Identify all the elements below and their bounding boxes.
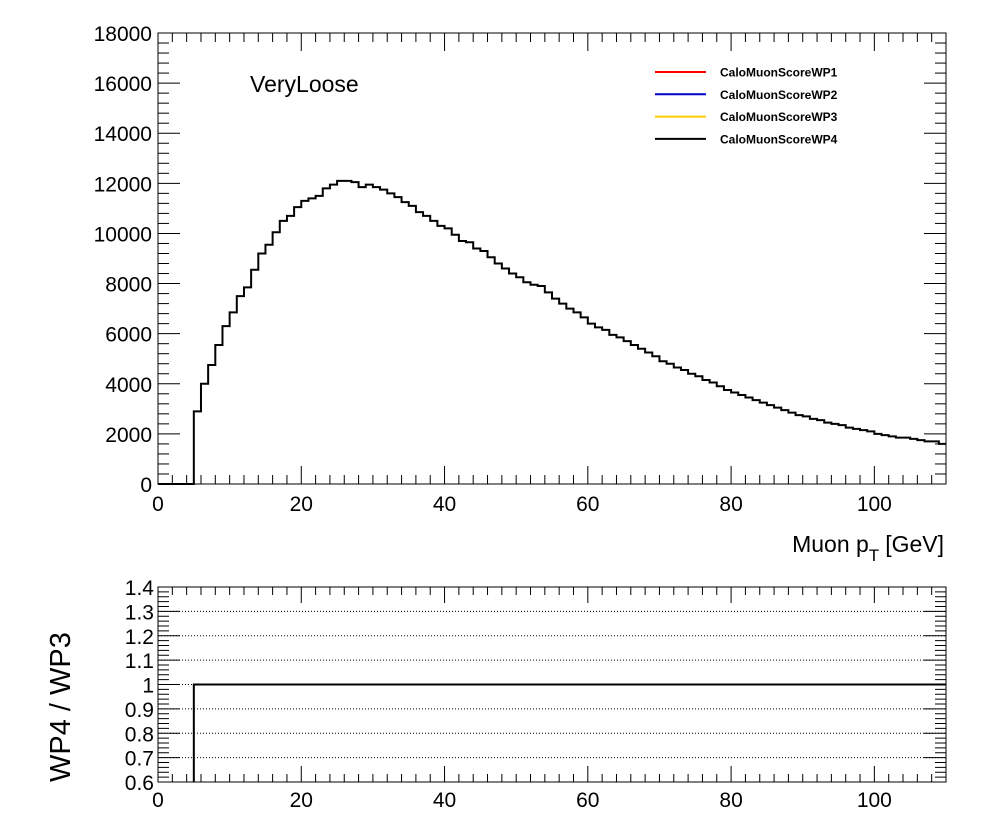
y-tick-label: 16000	[94, 73, 152, 96]
ratio-y-tick-label: 0.9	[125, 699, 154, 722]
y-tick-label: 14000	[94, 123, 152, 146]
y-tick-label: 4000	[105, 374, 152, 397]
ratio-y-tick-label: 1.4	[125, 577, 155, 600]
ratio-y-tick-label: 1.3	[125, 601, 154, 624]
x-axis-title-subscript: T	[869, 546, 879, 565]
ratio-y-tick-label: 1	[142, 675, 154, 698]
y-tick-label: 0	[140, 474, 152, 497]
ratio-tick-labels: 0 20 40 60 80 100 0.60.70.80.911.11.21.31.4	[125, 577, 892, 812]
y-tick-label: 8000	[105, 274, 152, 297]
ratio-series-wp4-over-wp3	[192, 683, 946, 782]
hist-series-wp4	[158, 179, 946, 485]
ratio-y-axis-title: WP4 / WP3	[45, 632, 77, 782]
annotation-veryloose: VeryLoose	[250, 71, 359, 97]
y-tick-label: 10000	[94, 223, 152, 246]
top-plot-frame	[157, 32, 947, 485]
x-tick-label: 40	[433, 493, 456, 516]
y-tick-label: 6000	[105, 324, 152, 347]
legend-label: CaloMuonScoreWP3	[720, 110, 838, 124]
ratio-y-tick-label: 0.8	[125, 723, 154, 746]
top-tick-labels: 0 20 40 60 80 100 0 2000 4000 6000 8000 10000 12000 1…	[94, 23, 892, 516]
y-tick-label: 12000	[94, 173, 152, 196]
y-tick-label: 18000	[94, 23, 152, 46]
ratio-x-tick-label: 100	[857, 789, 892, 812]
x-tick-label: 80	[719, 493, 742, 516]
x-axis-title-unit: [GeV]	[885, 531, 944, 557]
x-tick-label: 100	[857, 493, 892, 516]
ratio-y-tick-label: 0.6	[125, 772, 154, 795]
x-axis-title: Muon pT [GeV]	[792, 531, 944, 565]
ratio-y-tick-label: 1.2	[125, 626, 154, 649]
ratio-x-tick-label: 0	[152, 789, 164, 812]
ratio-x-tick-label: 20	[290, 789, 313, 812]
legend-label: CaloMuonScoreWP4	[720, 132, 838, 146]
ratio-x-tick-label: 80	[719, 789, 742, 812]
top-ticks	[157, 32, 947, 485]
top-panel: 0 20 40 60 80 100 0 2000 4000 6000 8000 10000 12000 1…	[94, 23, 947, 565]
legend-label: CaloMuonScoreWP1	[720, 66, 838, 80]
x-tick-label: 0	[152, 493, 164, 516]
ratio-ticks	[157, 586, 947, 783]
x-axis-title-main: Muon p	[792, 531, 869, 557]
ratio-y-tick-label: 1.1	[125, 650, 154, 673]
ratio-x-tick-label: 60	[576, 789, 599, 812]
legend-label: CaloMuonScoreWP2	[720, 88, 838, 102]
ratio-x-tick-label: 40	[433, 789, 456, 812]
ratio-y-tick-label: 0.7	[125, 748, 154, 771]
y-tick-label: 2000	[105, 424, 152, 447]
x-tick-label: 20	[290, 493, 313, 516]
legend: CaloMuonScoreWP1 CaloMuonScoreWP2 CaloMuon…	[655, 66, 838, 146]
ratio-panel: 0 20 40 60 80 100 0.60.70.80.911.11.21.31.4 WP…	[45, 577, 947, 812]
x-tick-label: 60	[576, 493, 599, 516]
